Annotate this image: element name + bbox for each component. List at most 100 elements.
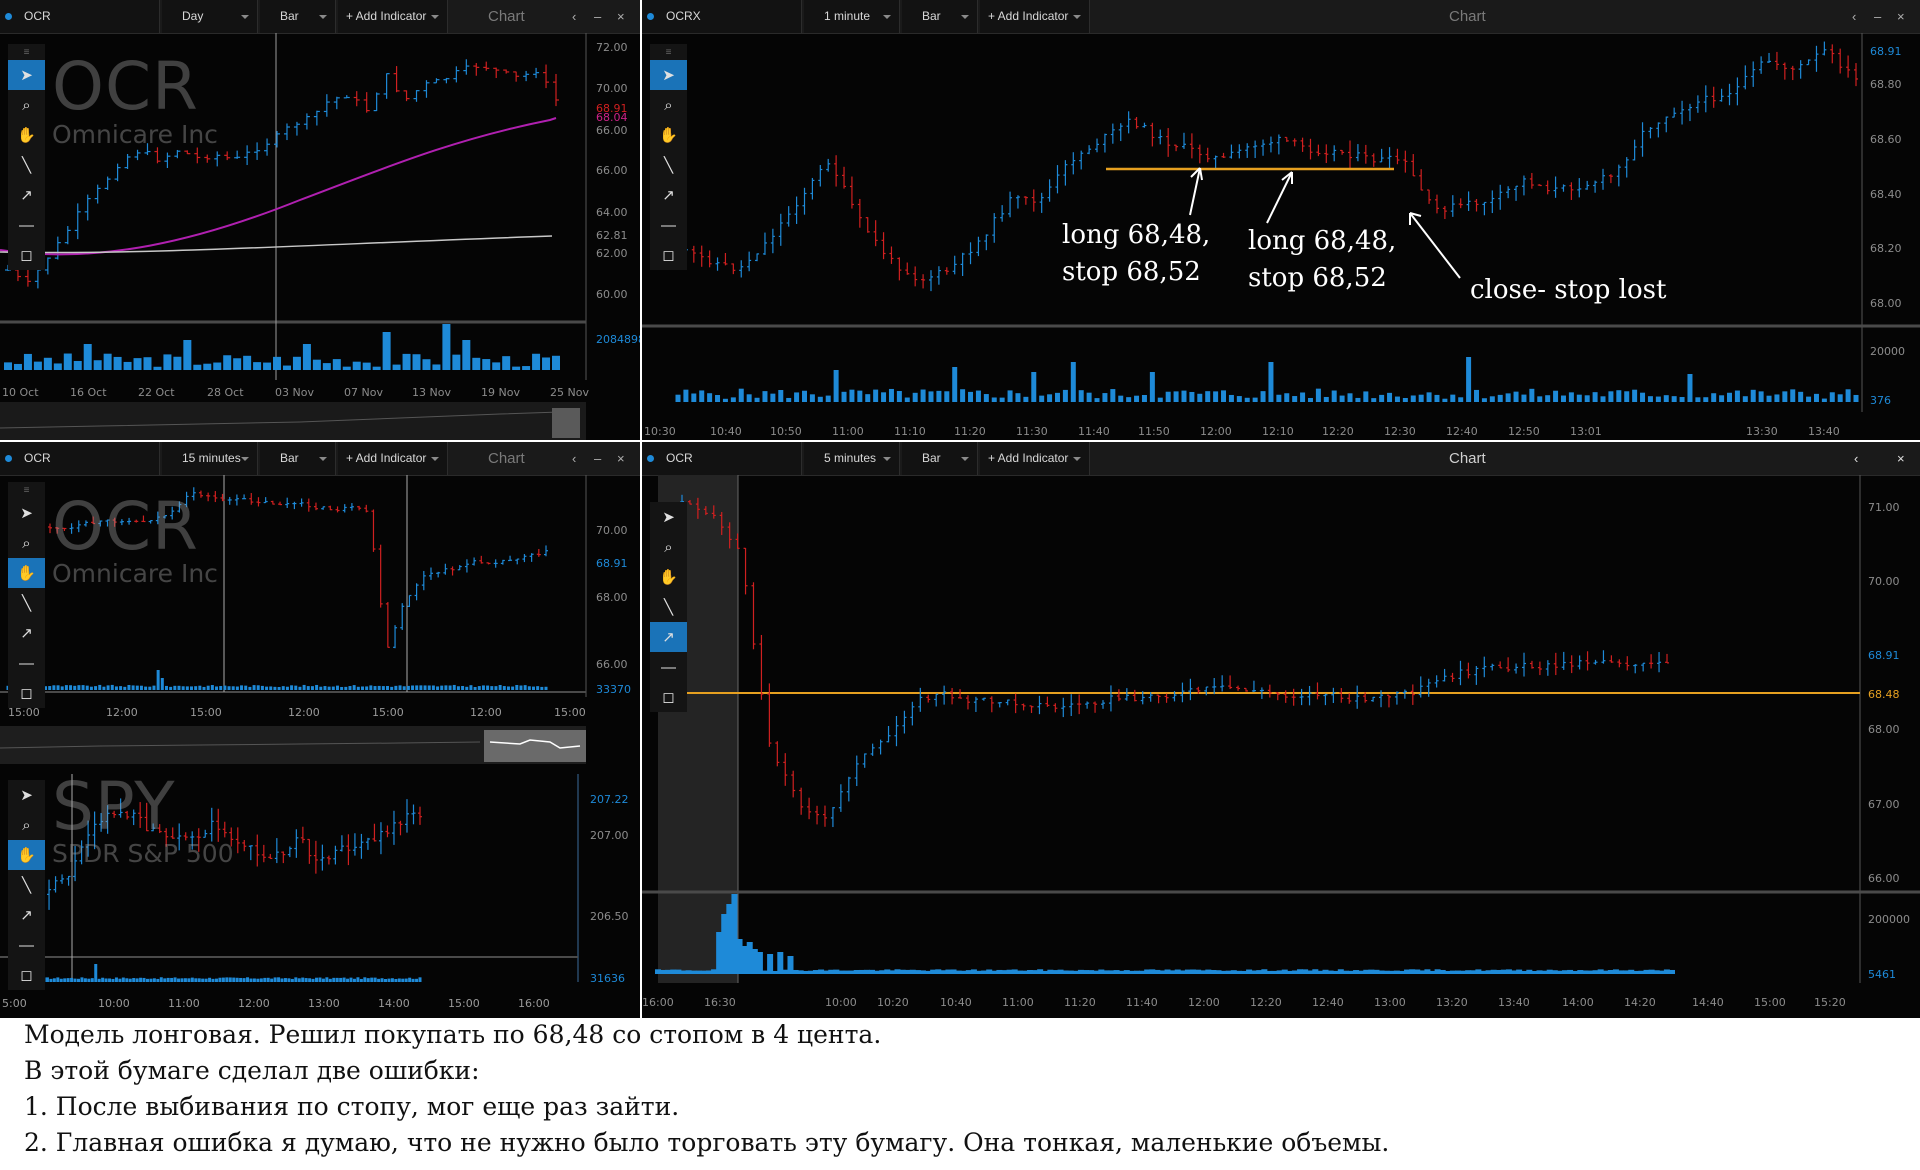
line-tool-icon[interactable]: ╲ bbox=[21, 595, 32, 612]
symbol-selector[interactable]: OCR bbox=[0, 0, 160, 33]
toolbar-grip-icon[interactable]: ≡ bbox=[665, 46, 672, 58]
one-minute-price-chart[interactable] bbox=[642, 0, 1920, 440]
symbol-selector[interactable]: OCR bbox=[0, 442, 160, 475]
interval-dropdown[interactable]: Day bbox=[162, 0, 258, 33]
volume-bar bbox=[874, 970, 881, 974]
fifteen-minute-price-chart[interactable] bbox=[0, 442, 640, 1018]
add-indicator-button[interactable]: + Add Indicator bbox=[980, 442, 1090, 475]
chevron-left-icon[interactable]: ‹ bbox=[572, 451, 577, 466]
close-icon[interactable]: × bbox=[617, 451, 625, 466]
volume-bar bbox=[685, 970, 692, 974]
fifteen-minute-chart-panel[interactable]: OCR 15 minutes Bar + Add Indicator Chart… bbox=[0, 442, 640, 1018]
volume-bar bbox=[512, 366, 521, 370]
five-minute-chart-panel[interactable]: OCR 5 minutes Bar + Add Indicator Chart … bbox=[642, 442, 1920, 1018]
pan-tool-icon[interactable]: ✋ bbox=[8, 840, 45, 870]
line-tool-icon[interactable]: ╲ bbox=[21, 877, 32, 894]
rect-tool-icon[interactable]: ◻ bbox=[20, 247, 33, 264]
zoom-tool-icon[interactable]: ⌕ bbox=[22, 816, 31, 834]
caption-line-1: Модель лонговая. Решил покупать по 68,48… bbox=[24, 1020, 882, 1049]
volume-bar bbox=[1750, 389, 1756, 402]
add-indicator-button[interactable]: + Add Indicator bbox=[338, 0, 448, 33]
hline-tool-icon[interactable]: — bbox=[661, 658, 676, 676]
volume-bar bbox=[244, 685, 248, 690]
hline-tool-icon[interactable]: — bbox=[19, 654, 34, 672]
volume-bar bbox=[302, 684, 306, 690]
interval-dropdown[interactable]: 15 minutes bbox=[162, 442, 258, 475]
rect-tool-icon[interactable]: ◻ bbox=[662, 689, 675, 706]
arrow-tool-icon[interactable]: ↗ bbox=[20, 625, 33, 642]
arrow-tool-icon[interactable]: ↗ bbox=[650, 622, 687, 652]
hline-tool-icon[interactable]: — bbox=[19, 216, 34, 234]
interval-dropdown[interactable]: 5 minutes bbox=[804, 442, 900, 475]
close-icon[interactable]: × bbox=[1897, 451, 1905, 466]
rect-tool-icon[interactable]: ◻ bbox=[20, 685, 33, 702]
close-icon[interactable]: × bbox=[617, 9, 625, 24]
pointer-tool-icon[interactable]: ➤ bbox=[650, 60, 687, 90]
interval-dropdown[interactable]: 1 minute bbox=[804, 0, 900, 33]
volume-bar bbox=[1424, 969, 1431, 974]
pointer-tool-icon[interactable]: ➤ bbox=[20, 787, 33, 804]
hline-tool-icon[interactable]: — bbox=[19, 936, 34, 954]
minimize-icon[interactable]: – bbox=[594, 9, 602, 24]
price-label: 68.00 bbox=[1868, 723, 1900, 736]
line-tool-icon[interactable]: ╲ bbox=[663, 599, 674, 616]
volume-bar bbox=[139, 685, 143, 690]
chart-type-dropdown[interactable]: Bar bbox=[260, 442, 336, 475]
close-icon[interactable]: × bbox=[1897, 9, 1905, 24]
add-indicator-button[interactable]: + Add Indicator bbox=[338, 442, 448, 475]
symbol-selector[interactable]: OCR bbox=[642, 442, 802, 475]
chevron-left-icon[interactable]: ‹ bbox=[1854, 451, 1859, 466]
chart-type-dropdown[interactable]: Bar bbox=[902, 0, 978, 33]
five-minute-price-chart[interactable] bbox=[642, 442, 1920, 1018]
rect-tool-icon[interactable]: ◻ bbox=[662, 247, 675, 264]
volume-bar bbox=[680, 970, 687, 974]
toolbar-grip-icon[interactable]: ≡ bbox=[23, 46, 30, 58]
volume-bar bbox=[1159, 970, 1166, 974]
volume-bar bbox=[1042, 970, 1049, 974]
pointer-tool-icon[interactable]: ➤ bbox=[8, 60, 45, 90]
volume-bar bbox=[412, 354, 421, 370]
line-tool-icon[interactable]: ╲ bbox=[21, 157, 32, 174]
arrow-tool-icon[interactable]: ↗ bbox=[20, 187, 33, 204]
daily-price-chart[interactable] bbox=[0, 0, 640, 440]
daily-chart-panel[interactable]: OCR Day Bar + Add Indicator Chart ‹ – × … bbox=[0, 0, 640, 440]
toolbar-grip-icon[interactable]: ≡ bbox=[23, 484, 30, 496]
rect-tool-icon[interactable]: ◻ bbox=[20, 967, 33, 984]
add-indicator-button[interactable]: + Add Indicator bbox=[980, 0, 1090, 33]
volume-bar bbox=[13, 363, 22, 370]
one-minute-chart-panel[interactable]: OCRX 1 minute Bar + Add Indicator Chart … bbox=[642, 0, 1920, 440]
pan-tool-icon[interactable]: ✋ bbox=[659, 127, 678, 144]
arrow-tool-icon[interactable]: ↗ bbox=[662, 187, 675, 204]
zoom-tool-icon[interactable]: ⌕ bbox=[22, 96, 31, 114]
pointer-tool-icon[interactable]: ➤ bbox=[662, 509, 675, 526]
minimize-icon[interactable]: – bbox=[594, 451, 602, 466]
arrow-tool-icon[interactable]: ↗ bbox=[20, 907, 33, 924]
zoom-tool-icon[interactable]: ⌕ bbox=[664, 96, 673, 114]
volume-bar bbox=[462, 340, 471, 370]
pan-tool-icon[interactable]: ✋ bbox=[659, 569, 678, 586]
volume-bar bbox=[1054, 392, 1060, 402]
chevron-left-icon[interactable]: ‹ bbox=[572, 9, 577, 24]
volume-bar bbox=[1102, 393, 1108, 402]
volume-bar bbox=[125, 978, 129, 982]
volume-bar bbox=[201, 978, 205, 982]
volume-bar bbox=[1450, 394, 1456, 402]
volume-bar bbox=[315, 977, 319, 982]
hline-tool-icon[interactable]: — bbox=[661, 216, 676, 234]
chart-type-dropdown[interactable]: Bar bbox=[260, 0, 336, 33]
zoom-tool-icon[interactable]: ⌕ bbox=[22, 534, 31, 552]
pointer-tool-icon[interactable]: ➤ bbox=[20, 505, 33, 522]
volume-bar bbox=[43, 357, 52, 370]
pan-tool-icon[interactable]: ✋ bbox=[17, 127, 36, 144]
volume-bar bbox=[1537, 396, 1543, 402]
volume-bar bbox=[1317, 970, 1324, 974]
zoom-tool-icon[interactable]: ⌕ bbox=[664, 538, 673, 556]
price-label: 70.00 bbox=[596, 524, 628, 537]
chevron-left-icon[interactable]: ‹ bbox=[1852, 9, 1857, 24]
chart-type-dropdown[interactable]: Bar bbox=[902, 442, 978, 475]
volume-bar bbox=[185, 686, 189, 690]
minimize-icon[interactable]: – bbox=[1874, 9, 1882, 24]
pan-tool-icon[interactable]: ✋ bbox=[8, 558, 45, 588]
line-tool-icon[interactable]: ╲ bbox=[663, 157, 674, 174]
symbol-selector[interactable]: OCRX bbox=[642, 0, 802, 33]
